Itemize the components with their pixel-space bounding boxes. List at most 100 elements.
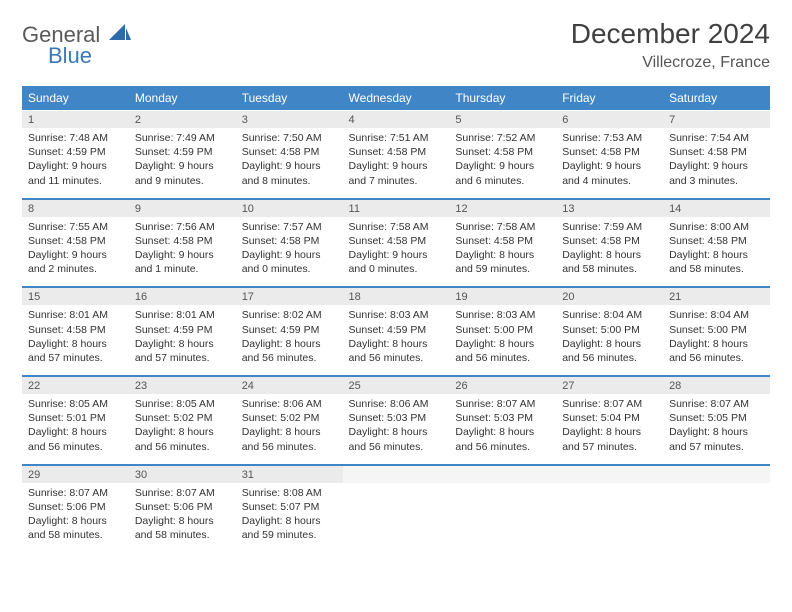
sunrise-text: Sunrise: 7:58 AM xyxy=(455,220,550,234)
sunrise-text: Sunrise: 8:07 AM xyxy=(669,397,764,411)
logo-text-blue: Blue xyxy=(48,45,131,67)
sunrise-text: Sunrise: 8:04 AM xyxy=(562,308,657,322)
sunset-text: Sunset: 4:58 PM xyxy=(28,323,123,337)
daylight-text-2: and 56 minutes. xyxy=(349,351,444,365)
daylight-text: Daylight: 8 hours xyxy=(455,248,550,262)
daylight-text: Daylight: 8 hours xyxy=(562,337,657,351)
header: General Blue December 2024 Villecroze, F… xyxy=(22,18,770,72)
daylight-text: Daylight: 9 hours xyxy=(135,159,230,173)
sunset-text: Sunset: 5:03 PM xyxy=(455,411,550,425)
day-number xyxy=(449,465,556,483)
daylight-text: Daylight: 9 hours xyxy=(28,248,123,262)
day-number: 9 xyxy=(129,199,236,217)
day-detail: Sunrise: 8:06 AMSunset: 5:02 PMDaylight:… xyxy=(236,394,343,465)
day-number: 6 xyxy=(556,111,663,129)
sunrise-text: Sunrise: 7:53 AM xyxy=(562,131,657,145)
day-detail: Sunrise: 7:48 AMSunset: 4:59 PMDaylight:… xyxy=(22,128,129,199)
sunrise-text: Sunrise: 8:06 AM xyxy=(242,397,337,411)
day-number: 18 xyxy=(343,287,450,305)
dow-sunday: Sunday xyxy=(22,86,129,110)
daylight-text-2: and 11 minutes. xyxy=(28,174,123,188)
day-detail: Sunrise: 7:51 AMSunset: 4:58 PMDaylight:… xyxy=(343,128,450,199)
daylight-text-2: and 57 minutes. xyxy=(28,351,123,365)
detail-row: Sunrise: 8:05 AM Sunset: 5:01 PM Daylight:… xyxy=(22,394,770,465)
daynum-row: 1234567 xyxy=(22,111,770,129)
sunset-text: Sunset: 5:03 PM xyxy=(349,411,444,425)
sunrise-text: Sunrise: 8:07 AM xyxy=(455,397,550,411)
day-number: 23 xyxy=(129,376,236,394)
sunrise-text: Sunrise: 8:06 AM xyxy=(349,397,444,411)
sunset-text: Sunset: 4:59 PM xyxy=(135,145,230,159)
sunset-text: Sunset: 4:58 PM xyxy=(135,234,230,248)
dow-friday: Friday xyxy=(556,86,663,110)
title-block: December 2024 Villecroze, France xyxy=(571,18,770,72)
daylight-text-2: and 0 minutes. xyxy=(349,262,444,276)
daylight-text: Daylight: 8 hours xyxy=(242,514,337,528)
day-number: 1 xyxy=(22,111,129,129)
sunset-text: Sunset: 5:07 PM xyxy=(242,500,337,514)
daylight-text: Daylight: 8 hours xyxy=(28,514,123,528)
sunset-text: Sunset: 5:02 PM xyxy=(242,411,337,425)
day-number: 16 xyxy=(129,287,236,305)
sunrise-text: Sunrise: 8:04 AM xyxy=(669,308,764,322)
daylight-text: Daylight: 8 hours xyxy=(349,425,444,439)
daylight-text: Daylight: 9 hours xyxy=(242,159,337,173)
day-number: 15 xyxy=(22,287,129,305)
sunrise-text: Sunrise: 7:56 AM xyxy=(135,220,230,234)
sunset-text: Sunset: 4:58 PM xyxy=(562,234,657,248)
daylight-text-2: and 56 minutes. xyxy=(135,440,230,454)
day-detail: Sunrise: 7:57 AMSunset: 4:58 PMDaylight:… xyxy=(236,217,343,288)
daylight-text: Daylight: 8 hours xyxy=(349,337,444,351)
day-number: 12 xyxy=(449,199,556,217)
daylight-text: Daylight: 8 hours xyxy=(669,425,764,439)
daylight-text-2: and 9 minutes. xyxy=(135,174,230,188)
daylight-text: Daylight: 8 hours xyxy=(562,425,657,439)
daylight-text-2: and 1 minute. xyxy=(135,262,230,276)
daynum-row: 22232425262728 xyxy=(22,376,770,394)
sunrise-text: Sunrise: 7:59 AM xyxy=(562,220,657,234)
sunset-text: Sunset: 5:02 PM xyxy=(135,411,230,425)
day-detail: Sunrise: 7:54 AMSunset: 4:58 PMDaylight:… xyxy=(663,128,770,199)
day-number: 26 xyxy=(449,376,556,394)
sunset-text: Sunset: 4:59 PM xyxy=(242,323,337,337)
day-number: 24 xyxy=(236,376,343,394)
daylight-text-2: and 4 minutes. xyxy=(562,174,657,188)
sunset-text: Sunset: 5:04 PM xyxy=(562,411,657,425)
calendar-table: Sunday Monday Tuesday Wednesday Thursday… xyxy=(22,86,770,110)
day-detail: Sunrise: 7:58 AMSunset: 4:58 PMDaylight:… xyxy=(343,217,450,288)
day-number: 5 xyxy=(449,111,556,129)
sunset-text: Sunset: 4:58 PM xyxy=(242,234,337,248)
daylight-text: Daylight: 8 hours xyxy=(455,425,550,439)
day-detail: Sunrise: 8:05 AMSunset: 5:01 PMDaylight:… xyxy=(22,394,129,465)
sunset-text: Sunset: 4:58 PM xyxy=(669,145,764,159)
calendar-body: 1234567Sunrise: 7:48 AMSunset: 4:59 PMDa… xyxy=(22,110,770,552)
dow-monday: Monday xyxy=(129,86,236,110)
daylight-text-2: and 58 minutes. xyxy=(669,262,764,276)
sunset-text: Sunset: 5:00 PM xyxy=(562,323,657,337)
sunset-text: Sunset: 4:58 PM xyxy=(669,234,764,248)
sunrise-text: Sunrise: 8:03 AM xyxy=(455,308,550,322)
daylight-text: Daylight: 9 hours xyxy=(28,159,123,173)
daylight-text-2: and 57 minutes. xyxy=(669,440,764,454)
day-detail: Sunrise: 7:53 AMSunset: 4:58 PMDaylight:… xyxy=(556,128,663,199)
daylight-text-2: and 56 minutes. xyxy=(349,440,444,454)
day-number: 14 xyxy=(663,199,770,217)
sunrise-text: Sunrise: 8:07 AM xyxy=(28,486,123,500)
daylight-text-2: and 7 minutes. xyxy=(349,174,444,188)
sunset-text: Sunset: 4:58 PM xyxy=(455,234,550,248)
day-number xyxy=(556,465,663,483)
daylight-text-2: and 57 minutes. xyxy=(562,440,657,454)
day-number: 13 xyxy=(556,199,663,217)
sunset-text: Sunset: 5:00 PM xyxy=(455,323,550,337)
sunrise-text: Sunrise: 7:57 AM xyxy=(242,220,337,234)
logo: General Blue xyxy=(22,24,131,67)
dow-thursday: Thursday xyxy=(449,86,556,110)
sunrise-text: Sunrise: 8:01 AM xyxy=(135,308,230,322)
daylight-text: Daylight: 9 hours xyxy=(242,248,337,262)
day-detail: Sunrise: 8:02 AMSunset: 4:59 PMDaylight:… xyxy=(236,305,343,376)
sunset-text: Sunset: 5:01 PM xyxy=(28,411,123,425)
sunset-text: Sunset: 4:58 PM xyxy=(562,145,657,159)
daylight-text-2: and 56 minutes. xyxy=(562,351,657,365)
sunrise-text: Sunrise: 8:05 AM xyxy=(135,397,230,411)
dow-saturday: Saturday xyxy=(663,86,770,110)
